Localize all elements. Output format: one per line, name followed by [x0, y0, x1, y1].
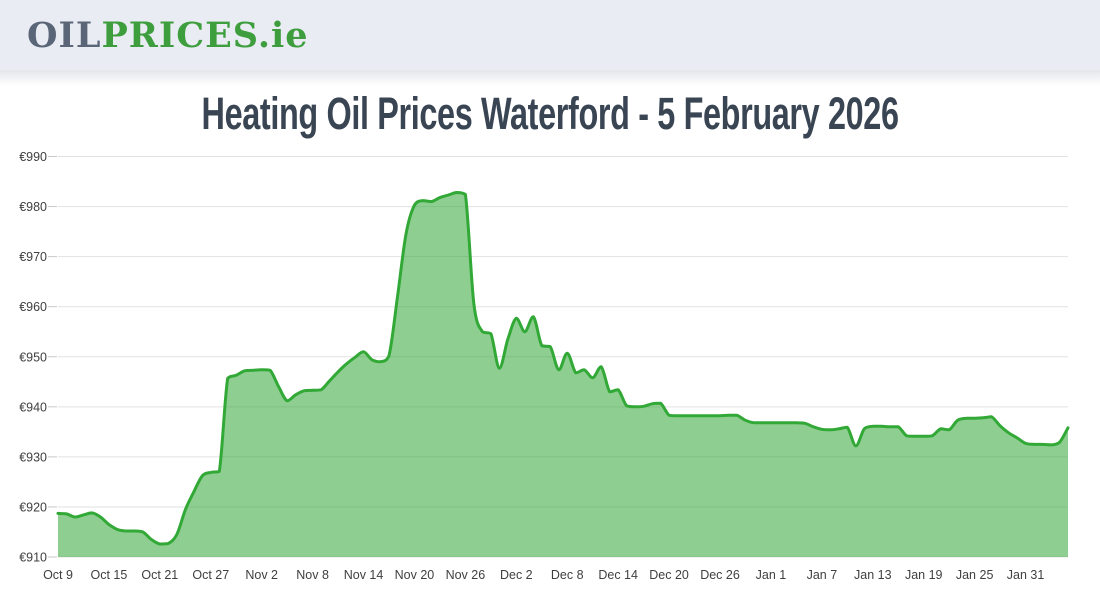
svg-text:Nov 2: Nov 2 [245, 568, 278, 582]
svg-text:Jan 13: Jan 13 [854, 568, 892, 582]
svg-text:Dec 26: Dec 26 [700, 568, 740, 582]
svg-text:Oct 27: Oct 27 [192, 568, 229, 582]
svg-text:Nov 20: Nov 20 [395, 568, 435, 582]
logo-ie-text: .ie [257, 14, 309, 56]
area-series-line [56, 191, 1070, 546]
svg-text:Oct 9: Oct 9 [43, 568, 73, 582]
svg-text:€960: €960 [19, 300, 47, 314]
svg-text:€970: €970 [19, 250, 47, 264]
svg-text:Jan 19: Jan 19 [905, 568, 943, 582]
svg-text:Dec 8: Dec 8 [551, 568, 584, 582]
svg-text:Jan 7: Jan 7 [807, 568, 838, 582]
site-header: OILPRICES.ie [0, 0, 1100, 70]
svg-text:€910: €910 [19, 551, 47, 565]
svg-text:€920: €920 [19, 500, 47, 514]
svg-text:€980: €980 [19, 200, 47, 214]
svg-text:Jan 25: Jan 25 [956, 568, 994, 582]
svg-text:Dec 14: Dec 14 [598, 568, 638, 582]
area-series-fill [58, 192, 1068, 557]
site-logo[interactable]: OILPRICES.ie [27, 18, 309, 53]
svg-text:Nov 26: Nov 26 [446, 568, 486, 582]
svg-text:€940: €940 [19, 400, 47, 414]
header-shadow [0, 70, 1100, 86]
svg-text:€930: €930 [19, 450, 47, 464]
page-title: Heating Oil Prices Waterford - 5 Februar… [201, 88, 899, 139]
svg-text:Nov 14: Nov 14 [344, 568, 384, 582]
svg-text:Nov 8: Nov 8 [296, 568, 329, 582]
svg-text:Oct 15: Oct 15 [91, 568, 128, 582]
page-title-wrap: Heating Oil Prices Waterford - 5 Februar… [0, 88, 1100, 140]
svg-text:€950: €950 [19, 350, 47, 364]
svg-text:Dec 20: Dec 20 [649, 568, 689, 582]
svg-text:Dec 2: Dec 2 [500, 568, 533, 582]
y-axis-labels: €990 €980 €970 €960 €950 €940 €930 €920 €910 [19, 150, 47, 565]
x-axis-labels: Oct 9 Oct 15 Oct 21 Oct 27 Nov 2 Nov 8 Nov 14 N… [43, 568, 1044, 582]
svg-text:Jan 31: Jan 31 [1007, 568, 1045, 582]
logo-prices-text: PRICES [101, 14, 258, 56]
svg-text:Jan 1: Jan 1 [756, 568, 787, 582]
svg-text:Oct 21: Oct 21 [141, 568, 178, 582]
svg-text:€990: €990 [19, 150, 47, 164]
logo-oil-text: OIL [27, 14, 102, 56]
